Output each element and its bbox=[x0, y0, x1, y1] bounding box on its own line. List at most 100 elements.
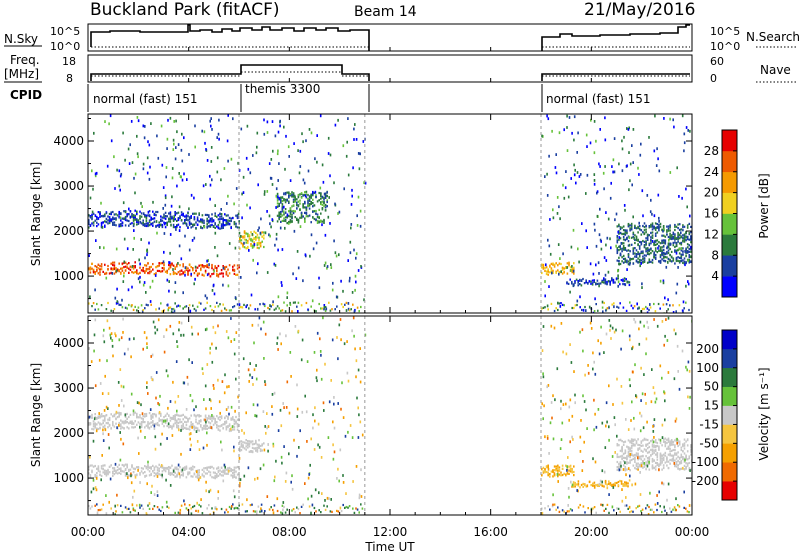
power-data-cell bbox=[188, 222, 191, 225]
velocity-data-cell bbox=[217, 474, 220, 477]
power-data-cell bbox=[208, 221, 210, 224]
power-data-cell bbox=[228, 222, 231, 225]
power-data-cell bbox=[178, 172, 180, 175]
velocity-data-cell bbox=[134, 420, 136, 423]
power-data-cell bbox=[129, 215, 132, 218]
power-data-cell bbox=[113, 266, 116, 269]
velocity-data-cell bbox=[574, 481, 576, 485]
velocity-data-cell bbox=[618, 462, 620, 465]
power-data-cell bbox=[92, 187, 94, 191]
power-data-cell bbox=[685, 247, 687, 250]
power-data-cell bbox=[283, 205, 285, 209]
velocity-data-cell bbox=[146, 386, 148, 389]
power-data-cell bbox=[304, 200, 306, 204]
velocity-data-cell bbox=[258, 316, 261, 320]
power-data-cell bbox=[678, 242, 681, 245]
velocity-data-cell bbox=[112, 424, 114, 427]
power-data-cell bbox=[549, 218, 551, 221]
velocity-data-cell bbox=[228, 428, 231, 431]
velocity-data-cell bbox=[624, 451, 627, 455]
velocity-data-cell bbox=[670, 442, 673, 445]
power-data-cell bbox=[669, 259, 671, 263]
velocity-data-cell bbox=[263, 448, 266, 452]
velocity-data-cell bbox=[685, 455, 687, 458]
velocity-data-cell bbox=[638, 327, 640, 331]
velocity-data-cell bbox=[326, 505, 328, 508]
power-data-cell bbox=[565, 170, 567, 173]
freq-label-1: Freq. bbox=[10, 53, 40, 67]
power-data-cell bbox=[111, 272, 114, 275]
power-data-cell bbox=[685, 284, 687, 288]
power-data-cell bbox=[278, 212, 280, 215]
power-data-cell bbox=[147, 272, 149, 275]
velocity-data-cell bbox=[243, 431, 245, 435]
power-data-cell bbox=[172, 218, 175, 221]
power-data-cell bbox=[91, 216, 93, 219]
power-data-cell bbox=[285, 134, 287, 138]
velocity-data-cell bbox=[651, 465, 654, 468]
velocity-data-cell bbox=[212, 423, 215, 426]
velocity-data-cell bbox=[637, 458, 639, 461]
power-data-cell bbox=[297, 221, 300, 224]
velocity-data-cell bbox=[313, 448, 316, 451]
velocity-data-cell bbox=[352, 480, 354, 483]
power-data-cell bbox=[296, 305, 298, 308]
velocity-data-cell bbox=[217, 324, 219, 328]
power-data-cell bbox=[180, 213, 183, 216]
power-data-cell bbox=[616, 239, 619, 242]
power-data-cell bbox=[351, 194, 353, 198]
velocity-data-cell bbox=[627, 461, 630, 464]
power-data-cell bbox=[570, 245, 573, 249]
power-data-cell bbox=[211, 217, 213, 220]
velocity-data-cell bbox=[260, 327, 262, 331]
velocity-data-cell bbox=[659, 459, 662, 462]
velocity-data-cell bbox=[227, 468, 229, 471]
velocity-data-cell bbox=[678, 443, 681, 446]
power-data-cell bbox=[91, 218, 93, 221]
power-data-cell bbox=[672, 304, 674, 307]
power-data-cell bbox=[107, 264, 109, 268]
power-data-cell bbox=[147, 222, 149, 225]
power-data-cell bbox=[115, 213, 117, 216]
power-data-cell bbox=[222, 223, 224, 226]
velocity-data-cell bbox=[128, 507, 130, 510]
power-data-cell bbox=[619, 231, 622, 234]
power-data-cell bbox=[560, 262, 562, 266]
velocity-data-cell bbox=[324, 499, 326, 502]
power-data-cell bbox=[593, 151, 596, 155]
power-data-cell bbox=[639, 264, 641, 268]
power-data-cell bbox=[593, 173, 596, 176]
power-data-cell bbox=[107, 268, 109, 271]
power-data-cell bbox=[148, 210, 151, 213]
velocity-data-cell bbox=[248, 445, 251, 448]
power-data-cell bbox=[136, 116, 139, 119]
power-data-cell bbox=[299, 216, 301, 219]
power-data-cell bbox=[623, 279, 626, 282]
power-data-cell bbox=[313, 204, 316, 207]
power-data-cell bbox=[144, 125, 146, 128]
power-data-cell bbox=[193, 236, 196, 240]
power-data-cell bbox=[228, 219, 231, 222]
velocity-data-cell bbox=[112, 422, 114, 425]
power-data-cell bbox=[278, 197, 281, 201]
power-data-cell bbox=[294, 200, 296, 203]
power-data-cell bbox=[315, 195, 317, 199]
velocity-data-cell bbox=[293, 438, 295, 442]
power-data-cell bbox=[324, 261, 327, 265]
velocity-data-cell bbox=[102, 415, 104, 418]
power-data-cell bbox=[171, 167, 174, 170]
power-data-cell bbox=[638, 227, 641, 230]
velocity-data-cell bbox=[604, 481, 607, 484]
velocity-data-cell bbox=[88, 347, 90, 350]
velocity-data-cell bbox=[270, 506, 272, 509]
power-data-cell bbox=[123, 237, 126, 241]
velocity-data-cell bbox=[99, 414, 101, 417]
velocity-data-cell bbox=[206, 418, 208, 421]
power-data-cell bbox=[549, 271, 551, 274]
velocity-data-cell bbox=[211, 417, 213, 420]
velocity-data-cell bbox=[557, 466, 559, 470]
velocity-data-cell bbox=[124, 506, 127, 509]
power-data-cell bbox=[581, 222, 583, 225]
velocity-data-cell bbox=[634, 458, 636, 461]
power-data-cell bbox=[593, 279, 595, 282]
